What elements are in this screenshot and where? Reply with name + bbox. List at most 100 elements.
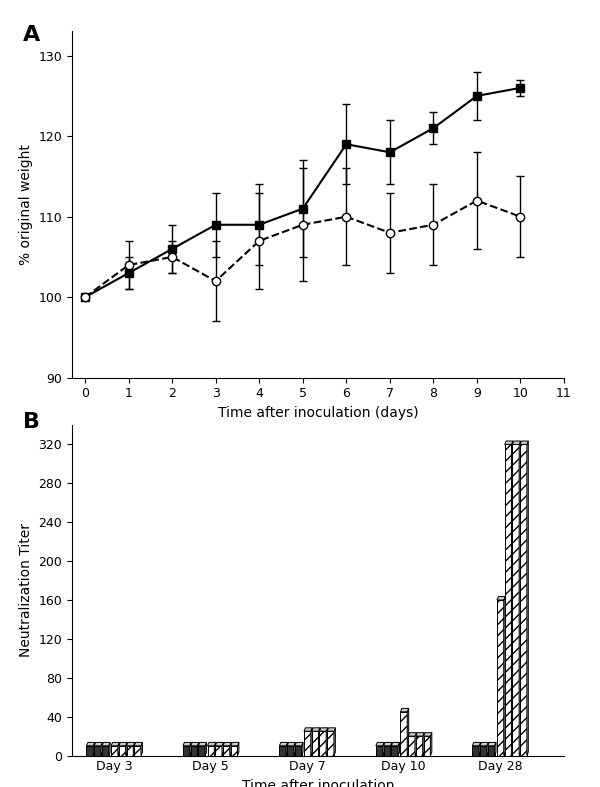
Bar xyxy=(400,711,407,756)
Bar xyxy=(94,746,101,756)
Polygon shape xyxy=(109,742,110,756)
Bar xyxy=(280,746,286,756)
Polygon shape xyxy=(191,742,199,746)
Bar xyxy=(287,746,294,756)
Polygon shape xyxy=(416,733,424,736)
Polygon shape xyxy=(497,597,505,600)
Polygon shape xyxy=(93,742,95,756)
Bar xyxy=(416,736,422,756)
Polygon shape xyxy=(415,733,416,756)
Polygon shape xyxy=(86,742,95,746)
Polygon shape xyxy=(319,728,328,731)
Bar xyxy=(376,746,383,756)
Y-axis label: % original weight: % original weight xyxy=(19,144,33,265)
Bar xyxy=(472,746,479,756)
Bar xyxy=(134,746,141,756)
Polygon shape xyxy=(430,733,432,756)
Polygon shape xyxy=(520,441,529,445)
Bar xyxy=(327,731,334,756)
Polygon shape xyxy=(304,728,312,731)
Bar xyxy=(312,731,319,756)
Polygon shape xyxy=(134,742,142,746)
Polygon shape xyxy=(408,733,416,736)
Polygon shape xyxy=(422,733,424,756)
Polygon shape xyxy=(238,742,239,756)
Bar xyxy=(199,746,205,756)
Polygon shape xyxy=(312,728,320,731)
Bar xyxy=(86,746,93,756)
Polygon shape xyxy=(199,742,206,746)
Polygon shape xyxy=(424,733,432,736)
Polygon shape xyxy=(286,742,287,756)
Polygon shape xyxy=(494,742,496,756)
Bar xyxy=(391,746,398,756)
Polygon shape xyxy=(295,742,303,746)
Polygon shape xyxy=(383,742,384,756)
Bar xyxy=(304,731,311,756)
Bar xyxy=(383,746,391,756)
Polygon shape xyxy=(512,441,521,445)
Polygon shape xyxy=(479,742,481,756)
Bar xyxy=(408,736,415,756)
Polygon shape xyxy=(208,742,216,746)
Polygon shape xyxy=(287,742,295,746)
Bar xyxy=(183,746,190,756)
Bar xyxy=(215,746,222,756)
Bar xyxy=(119,746,125,756)
Polygon shape xyxy=(119,742,127,746)
Text: A: A xyxy=(23,24,40,45)
Polygon shape xyxy=(94,742,103,746)
Bar xyxy=(505,445,511,756)
Polygon shape xyxy=(222,742,223,756)
Polygon shape xyxy=(505,441,513,445)
X-axis label: Time after inoculation (days): Time after inoculation (days) xyxy=(218,406,418,420)
Polygon shape xyxy=(125,742,127,756)
Polygon shape xyxy=(127,742,135,746)
Polygon shape xyxy=(190,742,191,756)
Polygon shape xyxy=(197,742,199,756)
Polygon shape xyxy=(319,728,320,756)
Bar xyxy=(127,746,133,756)
Bar xyxy=(480,746,487,756)
Polygon shape xyxy=(101,742,103,756)
Polygon shape xyxy=(102,742,110,746)
Polygon shape xyxy=(326,728,328,756)
Polygon shape xyxy=(472,742,481,746)
Polygon shape xyxy=(487,742,488,756)
Polygon shape xyxy=(311,728,312,756)
Polygon shape xyxy=(519,441,521,756)
Text: B: B xyxy=(23,412,40,432)
Polygon shape xyxy=(511,441,513,756)
Bar xyxy=(111,746,118,756)
Polygon shape xyxy=(183,742,191,746)
Polygon shape xyxy=(391,742,400,746)
Polygon shape xyxy=(527,441,529,756)
Polygon shape xyxy=(391,742,392,756)
Polygon shape xyxy=(302,742,303,756)
Polygon shape xyxy=(205,742,206,756)
Bar xyxy=(424,736,430,756)
Polygon shape xyxy=(133,742,135,756)
X-axis label: Time after inoculation: Time after inoculation xyxy=(242,779,394,787)
Polygon shape xyxy=(230,742,231,756)
Bar xyxy=(230,746,238,756)
Polygon shape xyxy=(223,742,231,746)
Polygon shape xyxy=(400,708,409,711)
Polygon shape xyxy=(504,597,505,756)
Polygon shape xyxy=(376,742,384,746)
Polygon shape xyxy=(383,742,392,746)
Polygon shape xyxy=(141,742,142,756)
Bar xyxy=(295,746,302,756)
Bar xyxy=(223,746,230,756)
Polygon shape xyxy=(214,742,216,756)
Polygon shape xyxy=(215,742,223,746)
Bar xyxy=(208,746,214,756)
Polygon shape xyxy=(230,742,239,746)
Bar xyxy=(191,746,197,756)
Polygon shape xyxy=(488,742,496,746)
Bar xyxy=(102,746,109,756)
Polygon shape xyxy=(294,742,295,756)
Polygon shape xyxy=(111,742,119,746)
Bar xyxy=(319,731,326,756)
Bar xyxy=(520,445,527,756)
